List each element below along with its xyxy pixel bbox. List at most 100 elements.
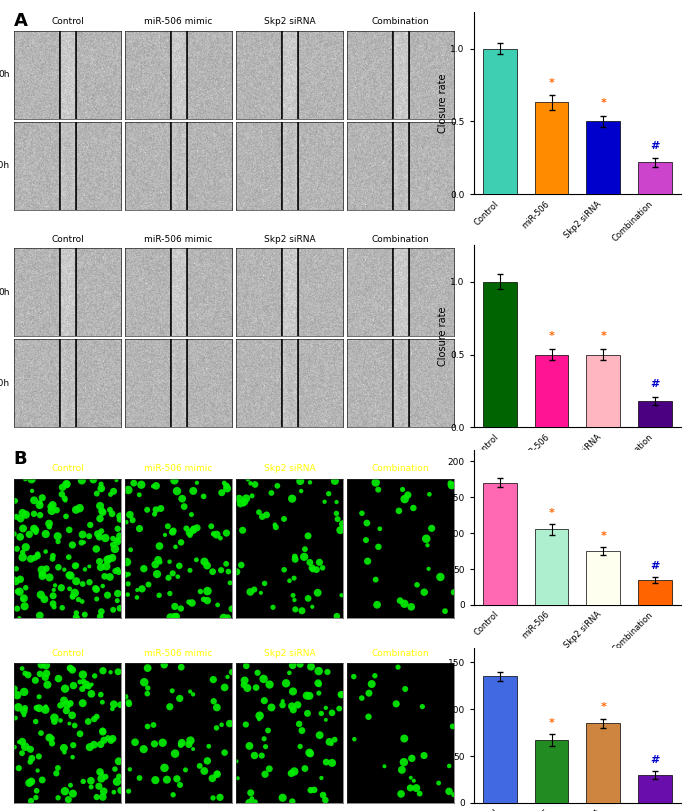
Point	[34, 508, 45, 521]
Point	[113, 755, 124, 768]
Point	[297, 604, 308, 617]
Point	[125, 543, 136, 556]
Point	[61, 478, 72, 491]
Point	[142, 504, 153, 517]
Point	[169, 474, 180, 487]
Point	[43, 517, 54, 530]
Point	[59, 492, 70, 505]
Point	[151, 503, 162, 516]
Point	[61, 510, 72, 523]
Point	[107, 532, 118, 545]
Point	[391, 697, 402, 710]
Point	[224, 717, 235, 730]
Y-axis label: Closure rate: Closure rate	[438, 74, 448, 133]
Point	[38, 568, 49, 581]
Point	[36, 727, 47, 740]
Point	[96, 482, 107, 495]
Point	[40, 703, 51, 716]
Y-axis label: Closure rate: Closure rate	[438, 307, 448, 366]
Bar	[638, 162, 671, 195]
Point	[20, 667, 31, 680]
Point	[114, 565, 125, 578]
Point	[47, 552, 58, 565]
Point	[60, 494, 71, 507]
Text: *: *	[601, 702, 606, 712]
Point	[174, 560, 185, 573]
Point	[372, 599, 383, 611]
Point	[17, 593, 28, 606]
Point	[304, 689, 315, 702]
Point	[50, 579, 61, 592]
Point	[40, 527, 51, 540]
Point	[97, 580, 108, 593]
Point	[96, 504, 107, 517]
Point	[25, 795, 36, 808]
Point	[127, 513, 138, 526]
Point	[116, 784, 127, 797]
Point	[242, 473, 253, 486]
Point	[12, 585, 23, 598]
Point	[250, 478, 261, 491]
Point	[299, 551, 310, 564]
Point	[112, 522, 123, 535]
Point	[212, 599, 223, 611]
Point	[96, 688, 107, 701]
Point	[233, 492, 244, 505]
Point	[69, 586, 80, 599]
Point	[302, 707, 313, 720]
Point	[314, 729, 325, 742]
Point	[61, 478, 72, 491]
Point	[395, 594, 406, 607]
Text: #: #	[650, 380, 660, 389]
Point	[47, 499, 58, 512]
Point	[115, 698, 126, 711]
Point	[186, 596, 197, 609]
Point	[418, 749, 429, 762]
Point	[235, 497, 246, 510]
Point	[174, 692, 185, 705]
Point	[20, 473, 31, 486]
Point	[316, 771, 327, 784]
Point	[17, 747, 28, 760]
Point	[105, 504, 116, 517]
Point	[349, 732, 360, 745]
Point	[91, 583, 102, 596]
Point	[94, 530, 105, 543]
Point	[47, 549, 58, 562]
Point	[399, 492, 410, 505]
Point	[185, 734, 196, 747]
Point	[131, 584, 142, 597]
Point	[176, 736, 187, 749]
Point	[316, 707, 327, 720]
Point	[121, 516, 132, 529]
Point	[99, 570, 110, 583]
Point	[394, 504, 405, 517]
Point	[444, 759, 455, 772]
Point	[194, 759, 205, 772]
Point	[79, 563, 90, 576]
Point	[76, 595, 87, 608]
Point	[86, 688, 97, 701]
Point	[175, 536, 186, 549]
Point	[34, 667, 45, 680]
Point	[78, 536, 89, 549]
Point	[134, 771, 145, 784]
Point	[63, 551, 74, 564]
Text: miR-506 mimic: miR-506 mimic	[144, 464, 213, 473]
Point	[17, 662, 28, 675]
Text: *: *	[601, 332, 606, 341]
Point	[36, 491, 47, 504]
Point	[77, 577, 88, 590]
Point	[246, 792, 257, 805]
Point	[111, 775, 122, 788]
Point	[318, 788, 329, 801]
Point	[249, 749, 260, 762]
Point	[67, 663, 78, 676]
Point	[208, 792, 219, 805]
Point	[53, 560, 64, 573]
Point	[111, 594, 122, 607]
Point	[37, 569, 48, 582]
Y-axis label: Invasion assay: Invasion assay	[435, 689, 444, 762]
Point	[36, 774, 47, 787]
Point	[55, 714, 66, 727]
